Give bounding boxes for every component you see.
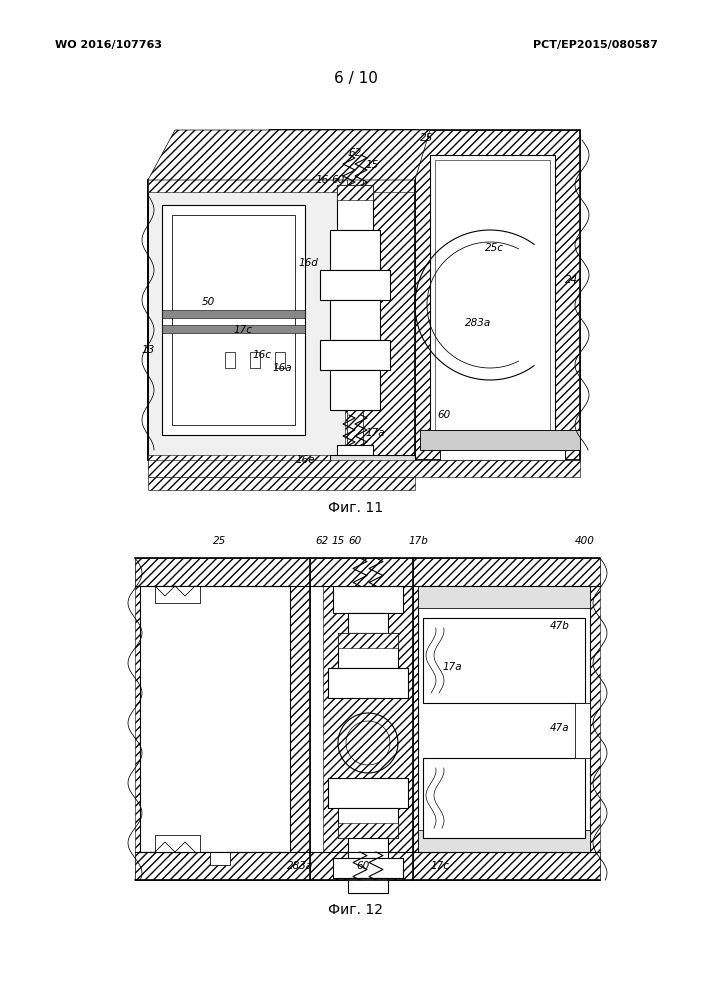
- Polygon shape: [348, 613, 388, 633]
- Polygon shape: [172, 215, 295, 425]
- Polygon shape: [350, 145, 430, 165]
- Polygon shape: [323, 586, 413, 852]
- Polygon shape: [330, 300, 380, 340]
- Polygon shape: [148, 460, 580, 477]
- Polygon shape: [337, 445, 373, 460]
- Polygon shape: [225, 352, 235, 368]
- Text: 24: 24: [565, 275, 579, 285]
- Polygon shape: [333, 858, 403, 878]
- Text: WO 2016/107763: WO 2016/107763: [55, 40, 162, 50]
- Polygon shape: [148, 130, 430, 180]
- Text: 15: 15: [365, 160, 379, 170]
- Text: 17a: 17a: [442, 662, 462, 672]
- Polygon shape: [413, 558, 600, 880]
- Polygon shape: [135, 558, 310, 880]
- Text: 60: 60: [356, 861, 369, 871]
- Polygon shape: [435, 160, 550, 430]
- Polygon shape: [328, 778, 408, 808]
- Polygon shape: [162, 205, 305, 435]
- Polygon shape: [330, 130, 415, 145]
- Polygon shape: [275, 352, 285, 368]
- Polygon shape: [135, 852, 600, 880]
- Text: Фиг. 11: Фиг. 11: [329, 501, 384, 515]
- Polygon shape: [330, 230, 380, 270]
- Polygon shape: [423, 618, 585, 703]
- Text: Фиг. 12: Фиг. 12: [329, 903, 384, 917]
- Text: 62: 62: [315, 536, 329, 546]
- Polygon shape: [418, 830, 590, 852]
- Text: 13: 13: [141, 345, 155, 355]
- Polygon shape: [155, 586, 200, 603]
- Polygon shape: [337, 185, 373, 230]
- Polygon shape: [328, 668, 408, 698]
- Polygon shape: [338, 633, 398, 648]
- Polygon shape: [423, 758, 585, 838]
- Polygon shape: [415, 130, 580, 460]
- Polygon shape: [440, 450, 565, 460]
- Text: 6 / 10: 6 / 10: [334, 71, 378, 86]
- Polygon shape: [148, 477, 415, 490]
- Text: 16a: 16a: [272, 363, 292, 373]
- Text: 17c: 17c: [431, 861, 449, 871]
- Text: 17c: 17c: [233, 325, 252, 335]
- Text: 16e: 16e: [295, 455, 315, 465]
- Text: 25: 25: [421, 133, 434, 143]
- Text: 15: 15: [332, 536, 344, 546]
- Text: 25c: 25c: [485, 243, 503, 253]
- Text: PCT/EP2015/080587: PCT/EP2015/080587: [533, 40, 658, 50]
- Polygon shape: [347, 145, 363, 460]
- Text: 17a: 17a: [365, 428, 385, 438]
- Text: 400: 400: [575, 536, 595, 546]
- Polygon shape: [345, 180, 415, 460]
- Polygon shape: [162, 325, 305, 333]
- Polygon shape: [418, 586, 590, 608]
- Text: 60: 60: [332, 175, 344, 185]
- Text: 16: 16: [315, 175, 329, 185]
- Polygon shape: [148, 455, 415, 470]
- Text: 25: 25: [213, 536, 227, 546]
- Polygon shape: [348, 838, 388, 858]
- Text: 17b: 17b: [408, 536, 428, 546]
- Polygon shape: [135, 558, 600, 586]
- Polygon shape: [155, 835, 200, 852]
- Polygon shape: [162, 310, 305, 318]
- Polygon shape: [250, 352, 260, 368]
- Polygon shape: [338, 808, 398, 838]
- Polygon shape: [320, 270, 390, 300]
- Text: 62: 62: [349, 148, 361, 158]
- Polygon shape: [575, 703, 590, 758]
- Polygon shape: [140, 586, 290, 852]
- Polygon shape: [418, 586, 590, 852]
- Polygon shape: [430, 155, 555, 435]
- Text: 47b: 47b: [550, 621, 570, 631]
- Text: 283a: 283a: [287, 861, 313, 871]
- Polygon shape: [148, 178, 415, 192]
- Text: 60: 60: [349, 536, 361, 546]
- Polygon shape: [338, 823, 398, 838]
- Polygon shape: [333, 586, 403, 613]
- Polygon shape: [330, 370, 380, 410]
- Polygon shape: [337, 185, 373, 200]
- Text: 16d: 16d: [298, 258, 318, 268]
- Polygon shape: [420, 430, 580, 450]
- Text: 47a: 47a: [550, 723, 570, 733]
- Polygon shape: [330, 455, 415, 465]
- Polygon shape: [210, 852, 230, 865]
- Polygon shape: [148, 130, 415, 180]
- Polygon shape: [338, 633, 398, 668]
- Text: 16c: 16c: [252, 350, 272, 360]
- Text: 283a: 283a: [465, 318, 491, 328]
- Polygon shape: [348, 878, 388, 893]
- Text: 60: 60: [437, 410, 451, 420]
- Polygon shape: [320, 340, 390, 370]
- Polygon shape: [148, 130, 415, 460]
- Text: 50: 50: [201, 297, 215, 307]
